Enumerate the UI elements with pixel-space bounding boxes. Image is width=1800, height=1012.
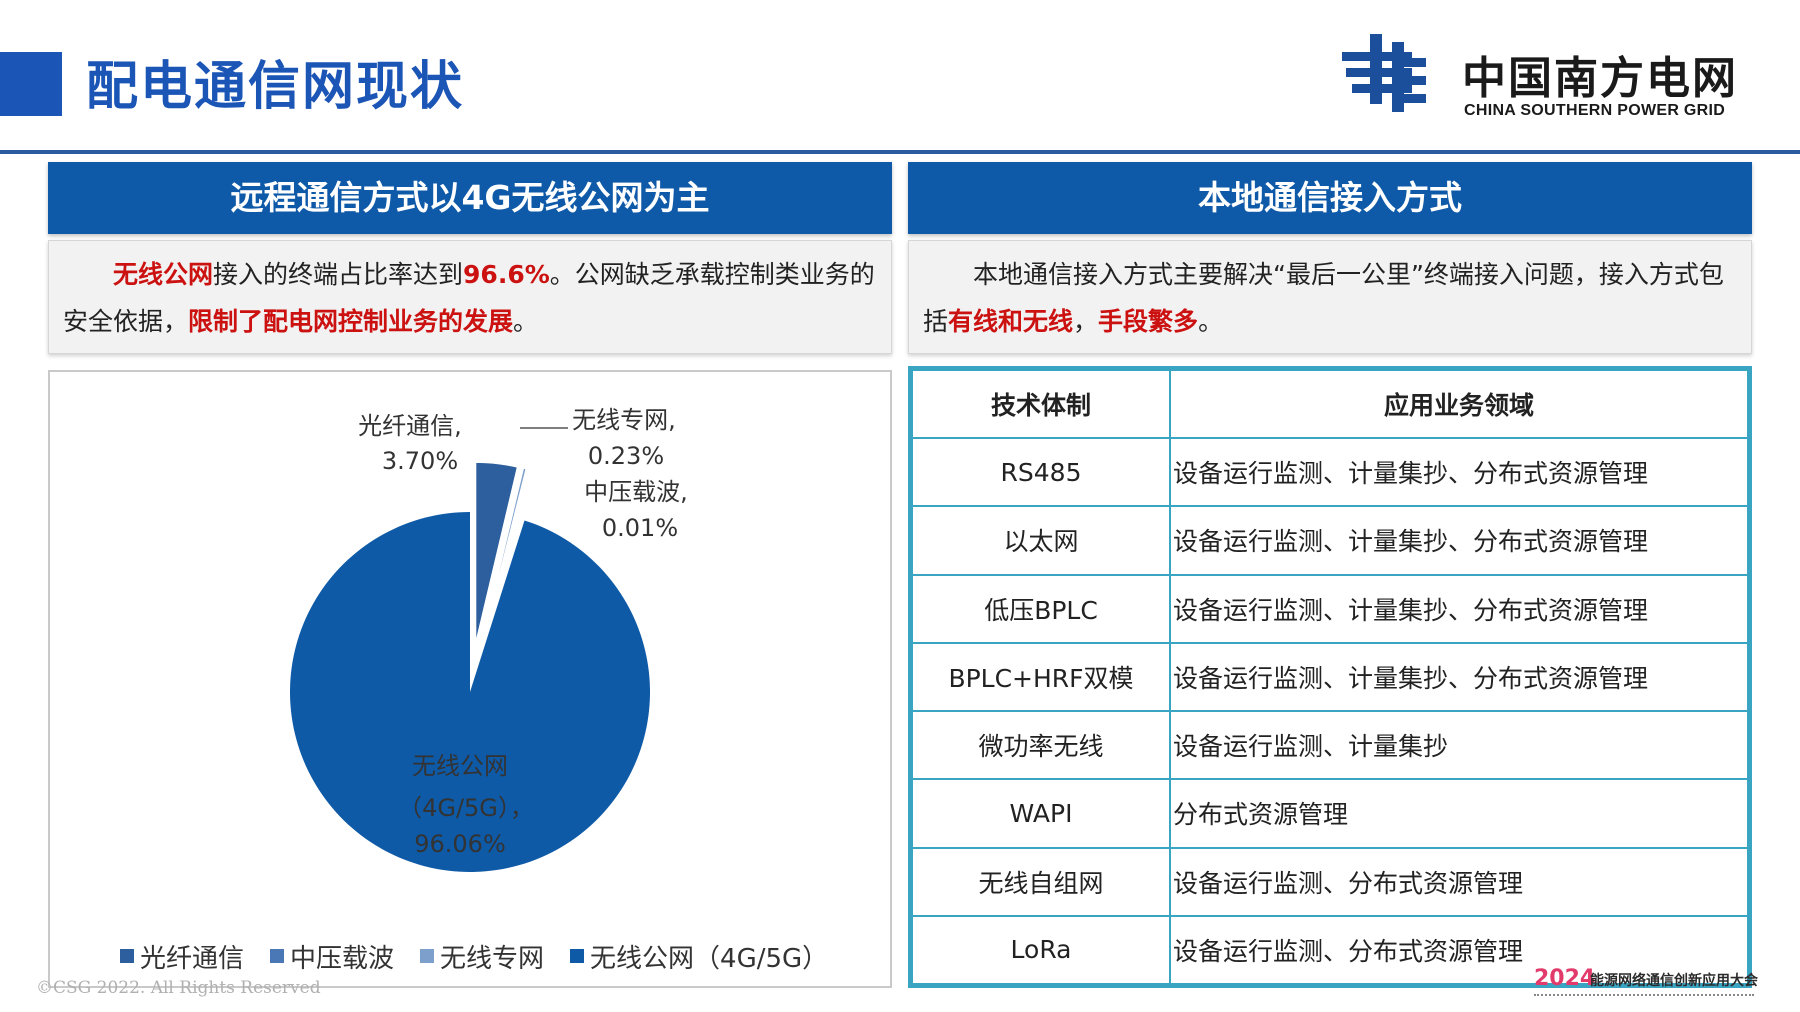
tech-cell: WAPI (911, 778, 1171, 849)
desc-text: 。 (513, 307, 539, 336)
table-row: LoRa 设备运行监测、分布式资源管理 (911, 914, 1749, 986)
logo-english-name: CHINA SOUTHERN POWER GRID (1464, 102, 1726, 119)
conference-subtitle-line (1534, 994, 1754, 998)
table-row: BPLC+HRF双模 设备运行监测、计量集抄、分布式资源管理 (911, 641, 1749, 713)
local-comm-heading: 本地通信接入方式 (908, 162, 1752, 234)
application-cell: 分布式资源管理 (1169, 778, 1749, 849)
conference-year: 2024 (1534, 966, 1596, 991)
legend-label: 无线专网 (440, 943, 545, 974)
pie-chart-panel: 光纤通信, 3.70% 无线专网, 0.23% 中压载波, 0.01% 无线公网 （4G/5G… (48, 370, 892, 988)
legend-item: 无线专网 (420, 938, 544, 974)
remote-comm-heading: 远程通信方式以4G无线公网为主 (48, 162, 892, 234)
tech-cell: 以太网 (911, 505, 1171, 576)
application-cell: 设备运行监测、分布式资源管理 (1169, 846, 1749, 917)
application-cell: 设备运行监测、计量集抄、分布式资源管理 (1169, 436, 1749, 508)
tech-cell: RS485 (911, 436, 1171, 508)
title-accent-bar (0, 52, 62, 116)
local-comm-description: 本地通信接入方式主要解决“最后一公里”终端接入问题，接入方式包括有线和无线，手段… (908, 240, 1752, 354)
remote-comm-description: 无线公网接入的终端占比率达到96.6%。公网缺乏承载控制类业务的安全依据，限制了… (48, 240, 892, 354)
tech-cell: 低压BPLC (911, 573, 1171, 644)
highlight-percentage: 96.6% (463, 260, 550, 289)
chart-legend: 光纤通信 中压载波 无线专网 无线公网（4G/5G） (120, 938, 828, 974)
table-row: 无线自组网 设备运行监测、分布式资源管理 (911, 846, 1749, 917)
conference-name: 能源网络通信创新应用大会 (1590, 973, 1758, 989)
legend-swatch (270, 949, 285, 963)
table-row: 低压BPLC 设备运行监测、计量集抄、分布式资源管理 (911, 573, 1749, 644)
legend-item: 中压载波 (270, 938, 394, 974)
desc-text: ， (1073, 307, 1099, 336)
column-header-application: 应用业务领域 (1169, 369, 1749, 439)
csg-logo: 中国南方电网 CHINA SOUTHERN POWER GRID (1342, 34, 1782, 126)
tech-cell: LoRa (911, 914, 1171, 986)
slice-label-private-wireless: 无线专网, (572, 406, 676, 434)
slice-label-public-wireless-pct: 96.06% (414, 830, 506, 858)
tech-cell: 无线自组网 (911, 846, 1171, 917)
legend-label: 中压载波 (290, 943, 395, 974)
application-cell: 设备运行监测、分布式资源管理 (1169, 914, 1749, 986)
legend-item: 光纤通信 (120, 938, 244, 974)
table-header-row: 技术体制 应用业务领域 (911, 369, 1749, 439)
legend-label: 光纤通信 (140, 943, 245, 974)
tech-cell: 微功率无线 (911, 709, 1171, 781)
slice-label-fiber-pct: 3.70% (382, 447, 458, 475)
table-row: 微功率无线 设备运行监测、计量集抄 (911, 709, 1749, 781)
highlight-wired-wireless: 有线和无线 (948, 307, 1074, 336)
table-row: WAPI 分布式资源管理 (911, 778, 1749, 849)
page-title: 配电通信网现状 (86, 57, 465, 117)
logo-chinese-name: 中国南方电网 (1462, 53, 1738, 104)
slice-label-public-wireless: 无线公网 (412, 752, 508, 780)
desc-text: 本地通信接入方式主要解决“最后一公里”终端接入问题，接入方式包括 (923, 260, 1724, 336)
column-header-tech: 技术体制 (911, 369, 1171, 439)
pie-slice (481, 467, 527, 644)
application-cell: 设备运行监测、计量集抄、分布式资源管理 (1169, 505, 1749, 576)
csg-logo-mark-icon (1342, 34, 1426, 112)
slice-label-fiber: 光纤通信, (358, 412, 462, 440)
application-cell: 设备运行监测、计量集抄、分布式资源管理 (1169, 641, 1749, 713)
desc-text: 接入的终端占比率达到 (213, 260, 464, 289)
legend-label: 无线公网（4G/5G） (590, 943, 829, 974)
slice-label-mv-carrier: 中压载波, (584, 478, 688, 506)
highlight-wireless-public: 无线公网 (113, 260, 214, 289)
copyright-notice: ©CSG 2022. All Rights Reserved (36, 978, 321, 998)
table-row: RS485 设备运行监测、计量集抄、分布式资源管理 (911, 436, 1749, 508)
slice-label-private-wireless-pct: 0.23% (588, 442, 664, 470)
desc-text: 。公网缺乏承载控制类业务的安全依据， (63, 260, 875, 336)
highlight-many-means: 手段繁多 (1098, 307, 1199, 336)
legend-item: 无线公网（4G/5G） (570, 938, 828, 974)
header-divider (0, 150, 1800, 154)
application-cell: 设备运行监测、计量集抄、分布式资源管理 (1169, 573, 1749, 644)
tech-cell: BPLC+HRF双模 (911, 641, 1171, 713)
pie-slice (475, 461, 518, 643)
pie-chart: 光纤通信, 3.70% 无线专网, 0.23% 中压载波, 0.01% 无线公网 （4G/5G… (289, 406, 688, 872)
pie-slice (289, 512, 650, 872)
highlight-limitation: 限制了配电网控制业务的发展 (188, 307, 514, 336)
legend-swatch (120, 949, 134, 963)
local-comm-table: 技术体制 应用业务领域 RS485 设备运行监测、计量集抄、分布式资源管理 以太网… (908, 366, 1752, 988)
application-cell: 设备运行监测、计量集抄 (1169, 709, 1749, 781)
legend-swatch (420, 949, 435, 963)
desc-text: 。 (1198, 307, 1224, 336)
slice-label-mv-carrier-pct: 0.01% (602, 514, 678, 542)
slice-label-public-wireless-2: （4G/5G）， (398, 794, 534, 822)
conference-logo: 2024 能源网络通信创新应用大会 (1534, 966, 1764, 1006)
table-row: 以太网 设备运行监测、计量集抄、分布式资源管理 (911, 505, 1749, 576)
legend-swatch (570, 949, 585, 963)
